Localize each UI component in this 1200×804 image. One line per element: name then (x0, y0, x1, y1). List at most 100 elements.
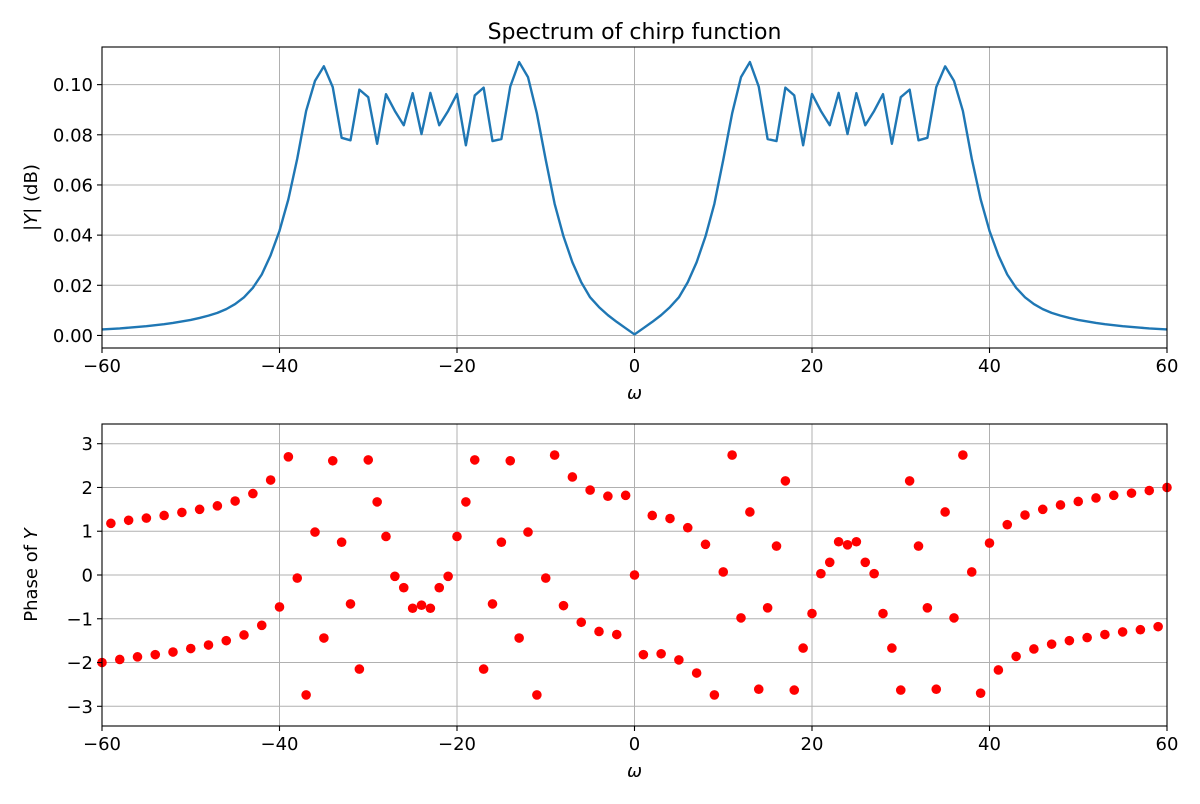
data-point (221, 635, 232, 646)
data-point (523, 527, 533, 537)
data-point (461, 497, 471, 507)
x-tick-label: −20 (438, 356, 476, 377)
data-point (150, 649, 161, 660)
data-point (1135, 624, 1146, 635)
data-point (691, 668, 702, 678)
y-tick-label: 0.06 (53, 175, 93, 196)
data-point (194, 504, 205, 515)
data-point (452, 531, 462, 542)
data-point (434, 582, 445, 593)
data-point (638, 649, 649, 660)
data-point (789, 685, 800, 695)
data-point (283, 452, 294, 462)
x-tick-label: 60 (1156, 356, 1179, 377)
data-point (1029, 644, 1039, 654)
data-point (1144, 485, 1155, 496)
data-point (185, 643, 196, 654)
data-point (381, 531, 391, 542)
data-point (292, 573, 303, 583)
data-point (878, 608, 888, 619)
data-point (558, 600, 569, 611)
data-point (860, 557, 871, 568)
data-point (851, 536, 862, 547)
data-point (372, 497, 382, 507)
data-point (842, 540, 853, 550)
data-point (718, 567, 729, 577)
data-point (869, 568, 879, 579)
data-point (106, 518, 116, 529)
data-point (727, 450, 737, 460)
data-point (407, 603, 418, 614)
data-point (141, 513, 152, 523)
x-tick-label: 40 (978, 734, 1001, 755)
data-point (940, 507, 950, 517)
data-point (469, 455, 480, 465)
data-point (807, 608, 817, 619)
data-point (682, 522, 693, 533)
data-point (398, 582, 409, 593)
x-tick-label: 40 (978, 356, 1001, 377)
data-point (674, 655, 684, 665)
data-point (248, 488, 258, 499)
data-point (363, 455, 374, 465)
data-point (1153, 621, 1163, 632)
data-point (256, 620, 267, 631)
data-point (1091, 493, 1101, 503)
data-point (319, 633, 329, 643)
data-point (354, 664, 365, 674)
data-point (629, 570, 640, 580)
x-tick-label: −40 (261, 356, 299, 377)
data-point (745, 507, 755, 517)
data-point (425, 603, 436, 614)
data-point (239, 630, 249, 640)
data-point (345, 599, 356, 609)
data-point (1055, 500, 1066, 510)
data-point (230, 496, 240, 506)
data-point (620, 490, 631, 501)
data-point (904, 476, 915, 486)
data-point (203, 640, 214, 650)
data-point (1117, 627, 1128, 637)
y-axis-label: |Y| (dB) (21, 164, 42, 231)
data-point (585, 485, 595, 495)
x-tick-label: 20 (801, 734, 824, 755)
data-point (1100, 629, 1110, 640)
data-point (532, 690, 542, 700)
data-point (1108, 490, 1119, 501)
data-point (443, 571, 453, 582)
x-tick-label: −20 (438, 734, 476, 755)
y-tick-label: 0.10 (53, 75, 93, 96)
data-point (700, 539, 711, 550)
data-point (611, 629, 622, 640)
data-point (496, 537, 507, 547)
data-point (816, 568, 826, 579)
series-points (97, 450, 1172, 700)
data-point (594, 626, 604, 637)
data-point (567, 472, 578, 482)
y-tick-label: 0.00 (53, 326, 93, 347)
x-tick-label: −40 (261, 734, 299, 755)
data-point (762, 603, 773, 613)
data-point (1002, 519, 1013, 530)
y-axis-label: Phase of Y (21, 526, 42, 622)
data-point (931, 684, 942, 695)
data-point (1073, 496, 1084, 507)
data-point (656, 648, 666, 659)
y-tick-label: −1 (66, 609, 93, 630)
y-tick-label: 3 (82, 434, 93, 455)
data-point (478, 664, 489, 674)
data-point (949, 613, 959, 623)
data-point (958, 450, 968, 460)
data-point (824, 557, 835, 568)
y-tick-label: −3 (66, 697, 93, 718)
series-line (101, 60, 1168, 336)
data-point (336, 537, 347, 547)
y-tick-label: 2 (82, 478, 93, 499)
data-point (647, 510, 658, 521)
data-point (416, 600, 427, 610)
data-point (1011, 651, 1021, 662)
data-point (922, 603, 933, 613)
data-point (274, 602, 285, 612)
data-point (301, 690, 311, 700)
